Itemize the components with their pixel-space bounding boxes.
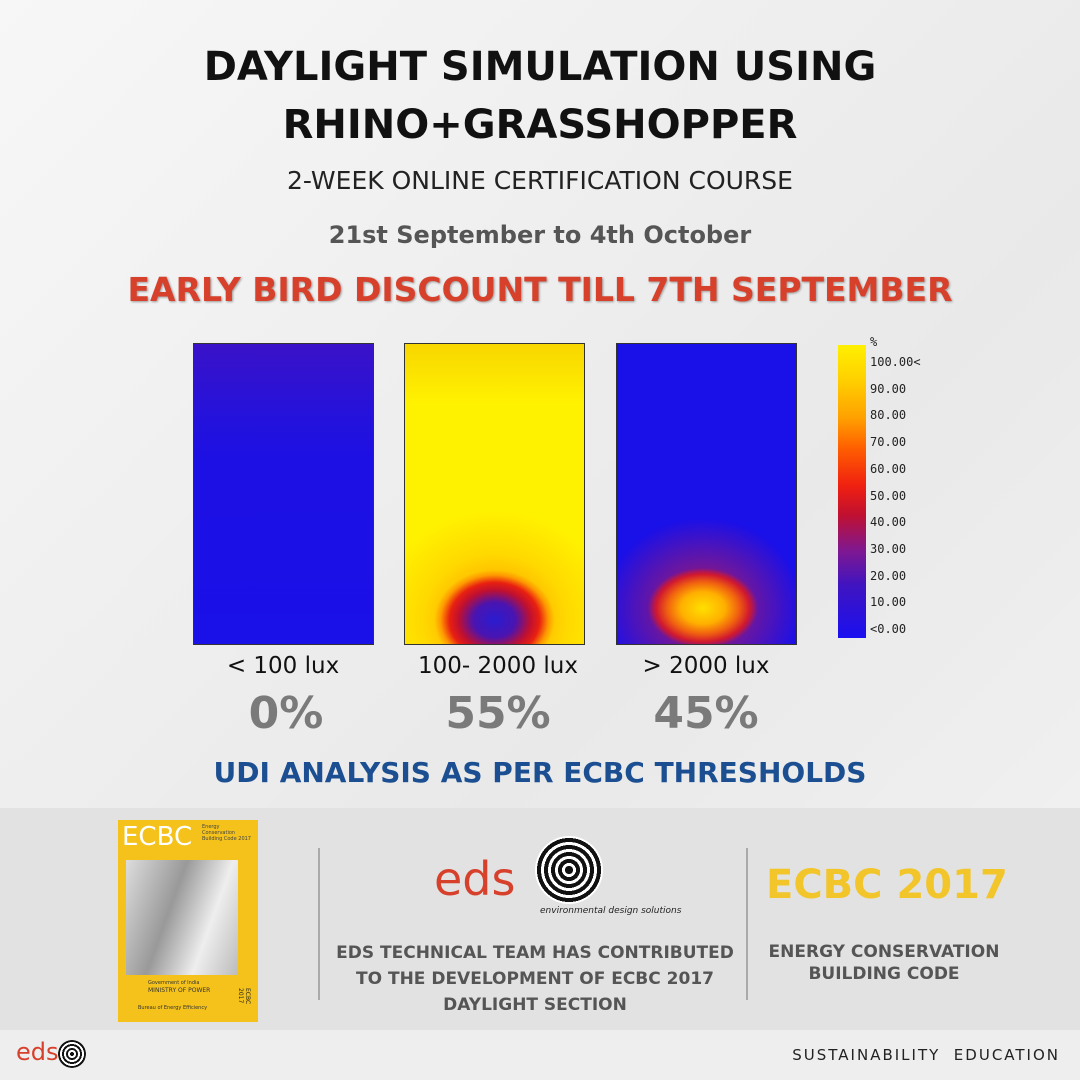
bottom-swirl	[58, 1040, 86, 1068]
legend-label: 20.00	[870, 568, 907, 583]
book-spine: ECBC 2017	[237, 988, 251, 1005]
heatmap	[193, 343, 374, 645]
legend-label: 70.00	[870, 435, 907, 450]
book-text: MINISTRY OF POWER	[148, 987, 211, 994]
text-line: EDS TECHNICAL TEAM HAS CONTRIBUTED	[336, 943, 734, 963]
legend-label: 40.00	[870, 515, 907, 530]
title: RHINO+GRASSHOPPER	[282, 102, 798, 148]
book-title: ECBC	[122, 822, 193, 852]
panel-label: < 100 lux	[226, 653, 340, 679]
ecbc-title: ECBC 2017	[766, 862, 1008, 908]
discount: EARLY BIRD DISCOUNT TILL 7TH SEPTEMBER	[127, 270, 953, 309]
legend-label: 60.00	[870, 461, 907, 476]
legend-label: <0.00	[870, 622, 907, 636]
book-text: Government of India	[148, 980, 200, 986]
title: DAYLIGHT SIMULATION USING	[203, 44, 877, 90]
eds-tagline: environmental design solutions	[540, 906, 682, 916]
bottom-logo: eds	[16, 1038, 59, 1066]
legend-label: 30.00	[870, 541, 907, 556]
book-cover: ECBC Energy Conservation Building Code 2…	[118, 820, 258, 1022]
panel-label: > 2000 lux	[642, 653, 770, 679]
legend-label: 50.00	[870, 488, 907, 503]
text-line: ENERGY CONSERVATION	[768, 942, 1000, 962]
panel-label: 100- 2000 lux	[418, 653, 578, 679]
legend-label: 90.00	[870, 381, 907, 396]
eds-logo: eds	[434, 852, 516, 906]
book-image	[126, 860, 238, 975]
panel-value: 0%	[248, 688, 324, 739]
book-text: Bureau of Energy Efficiency	[138, 1005, 208, 1011]
subtitle: 2-WEEK ONLINE CERTIFICATION COURSE	[287, 166, 793, 195]
analysis-title: UDI ANALYSIS AS PER ECBC THRESHOLDS	[213, 756, 867, 789]
text-line: BUILDING CODE	[808, 964, 960, 984]
legend-label: 100.00<	[870, 355, 921, 369]
text-line: TO THE DEVELOPMENT OF ECBC 2017	[356, 969, 714, 989]
legend-unit: %	[870, 335, 878, 349]
legend-label: 80.00	[870, 408, 907, 423]
book-subtitle: Energy Conservation Building Code 2017	[202, 824, 251, 842]
heatmap	[404, 343, 585, 645]
ecbc-text: ENERGY CONSERVATION BUILDING CODE	[766, 941, 1002, 985]
bottom-tagline: SUSTAINABILITY EDUCATION	[792, 1046, 1060, 1064]
divider	[318, 848, 320, 1000]
eds-text: EDS TECHNICAL TEAM HAS CONTRIBUTED TO THE…	[330, 940, 740, 1018]
bottom-bar	[0, 1030, 1080, 1080]
color-bar	[838, 345, 866, 638]
heatmap	[616, 343, 797, 645]
dates: 21st September to 4th October	[328, 221, 752, 249]
panel-value: 45%	[653, 688, 759, 739]
legend-label: 10.00	[870, 595, 907, 610]
panel-value: 55%	[445, 688, 551, 739]
divider	[746, 848, 748, 1000]
text-line: DAYLIGHT SECTION	[443, 995, 627, 1015]
eds-swirl	[535, 836, 603, 904]
